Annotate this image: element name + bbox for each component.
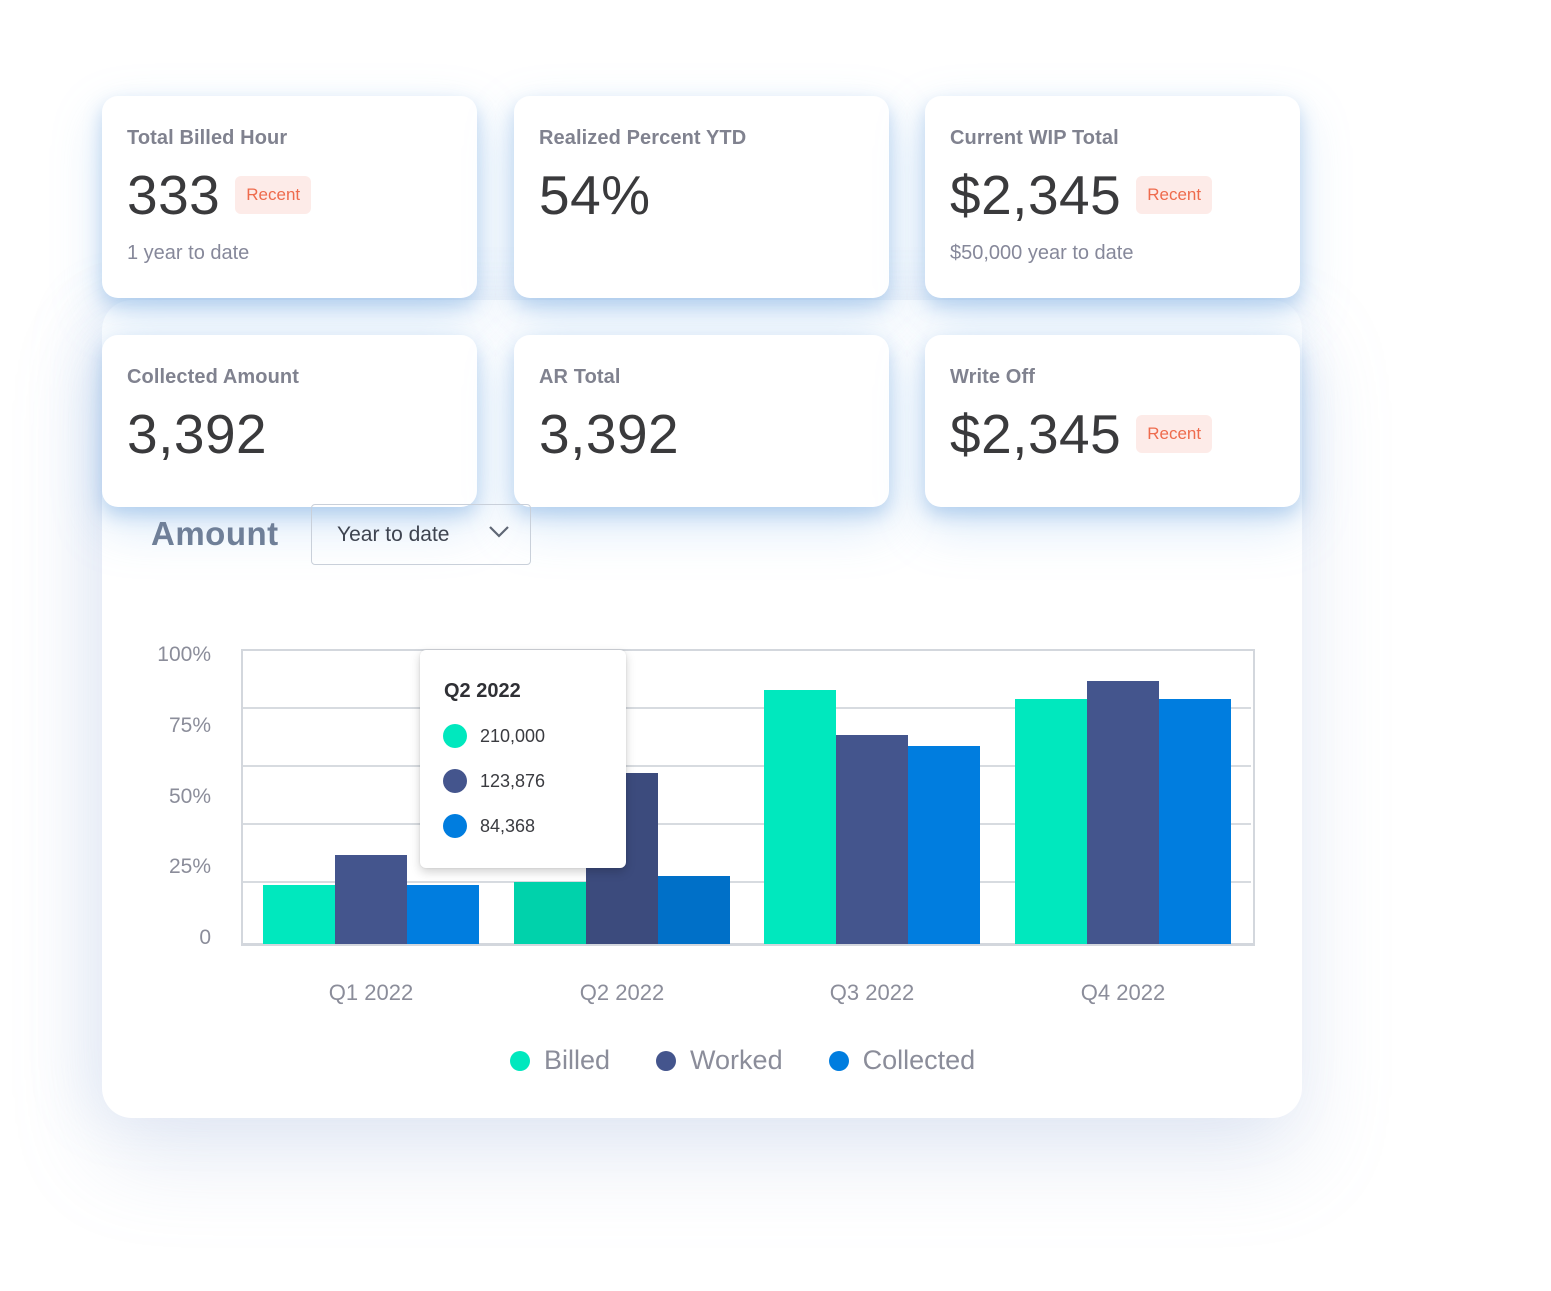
bar-billed[interactable] — [263, 885, 335, 944]
y-axis-tick-label: 25% — [168, 855, 211, 878]
kpi-card: Write Off $2,345 Recent — [925, 335, 1300, 507]
kpi-value-row: 3,392 — [127, 401, 267, 467]
tooltip-title: Q2 2022 — [444, 680, 521, 702]
y-axis-tick-label: 100% — [157, 643, 211, 666]
tooltip-series-dot-icon — [443, 814, 467, 838]
chevron-down-icon — [488, 525, 510, 544]
gridline — [243, 823, 1251, 825]
period-select-value: Year to date — [337, 522, 450, 546]
y-axis-tick-label: 75% — [168, 714, 211, 737]
bar-collected[interactable] — [908, 746, 980, 944]
gridline — [243, 881, 1251, 883]
tooltip-value: 84,368 — [480, 815, 536, 836]
amount-section-title: Amount — [151, 515, 279, 552]
x-axis-tick-label: Q1 2022 — [328, 980, 414, 1005]
recent-badge: Recent — [1136, 176, 1213, 214]
x-axis-tick-label: Q4 2022 — [1080, 980, 1166, 1005]
legend-dot-icon — [510, 1050, 530, 1071]
bar-collected[interactable] — [1159, 699, 1231, 944]
kpi-card-title: AR Total — [539, 366, 621, 388]
kpi-card-subtitle: $50,000 year to date — [950, 242, 1134, 264]
bar-worked[interactable] — [1087, 681, 1159, 944]
kpi-card-title: Write Off — [950, 366, 1035, 388]
kpi-card: AR Total 3,392 — [514, 335, 889, 507]
x-axis-tick-label: Q3 2022 — [829, 980, 915, 1005]
tooltip-row: 84,368 — [443, 814, 535, 838]
grouped-bar-chart: 100% 75% 50% 25% 0 Q1 2022 Q2 2022 Q3 2022 Q4 20… — [140, 630, 1280, 1090]
kpi-card: Current WIP Total $2,345 Recent $50,000 yea… — [925, 96, 1300, 298]
bar-collected[interactable] — [658, 876, 730, 944]
kpi-card-value: $2,345 — [950, 403, 1122, 465]
x-axis-tick-label: Q2 2022 — [579, 980, 665, 1005]
legend-dot-icon — [828, 1050, 849, 1071]
recent-badge: Recent — [1136, 415, 1213, 453]
plot-frame — [241, 649, 1255, 946]
gridline — [243, 707, 1251, 709]
kpi-card-value: 3,392 — [127, 403, 268, 465]
recent-badge: Recent — [235, 176, 312, 214]
tooltip-series-dot-icon — [443, 724, 467, 748]
kpi-card-value: 54% — [539, 164, 651, 226]
legend-label: Collected — [862, 1045, 976, 1075]
kpi-card: Realized Percent YTD 54% — [514, 96, 889, 298]
legend-label: Worked — [690, 1045, 783, 1075]
kpi-card-title: Total Billed Hour — [127, 127, 288, 149]
kpi-value-row: 333 Recent — [127, 162, 312, 228]
bar-billed[interactable] — [1015, 699, 1087, 944]
kpi-card-title: Collected Amount — [127, 366, 299, 388]
kpi-card-value: 3,392 — [539, 403, 680, 465]
kpi-card: Collected Amount 3,392 — [102, 335, 477, 507]
kpi-card: Total Billed Hour 333 Recent 1 year to date — [102, 96, 477, 298]
kpi-card-subtitle: 1 year to date — [127, 242, 250, 264]
y-axis-tick-label: 50% — [168, 785, 211, 808]
kpi-value-row: $2,345 Recent — [950, 401, 1213, 467]
tooltip-value: 210,000 — [480, 725, 546, 746]
bar-worked[interactable] — [335, 855, 407, 944]
gridline — [243, 765, 1251, 767]
kpi-value-row: 3,392 — [539, 401, 679, 467]
tooltip-series-dot-icon — [443, 769, 467, 793]
kpi-card-value: 333 — [127, 164, 221, 226]
kpi-card-value: $2,345 — [950, 164, 1122, 226]
bar-collected[interactable] — [407, 885, 479, 944]
kpi-card-title: Current WIP Total — [950, 127, 1119, 149]
bar-billed[interactable] — [764, 690, 836, 944]
y-axis-tick-label: 0 — [199, 926, 211, 949]
bar-worked[interactable] — [836, 735, 908, 944]
kpi-value-row: 54% — [539, 162, 651, 228]
chart-legend: Billed Worked Collected — [510, 1045, 1021, 1076]
bar-billed[interactable] — [514, 882, 586, 944]
tooltip-value: 123,876 — [480, 770, 546, 791]
kpi-card-title: Realized Percent YTD — [539, 127, 747, 149]
legend-label: Billed — [544, 1045, 611, 1075]
legend-item-worked[interactable]: Worked — [656, 1045, 783, 1076]
tooltip-row: 210,000 — [443, 724, 545, 748]
legend-item-collected[interactable]: Collected — [828, 1045, 976, 1076]
tooltip-row: 123,876 — [443, 769, 545, 793]
period-select[interactable]: Year to date — [311, 504, 531, 565]
legend-dot-icon — [656, 1050, 677, 1071]
kpi-value-row: $2,345 Recent — [950, 162, 1213, 228]
legend-item-billed[interactable]: Billed — [510, 1045, 610, 1076]
chart-tooltip: Q2 2022 210,000 123,876 84,368 — [420, 650, 626, 868]
